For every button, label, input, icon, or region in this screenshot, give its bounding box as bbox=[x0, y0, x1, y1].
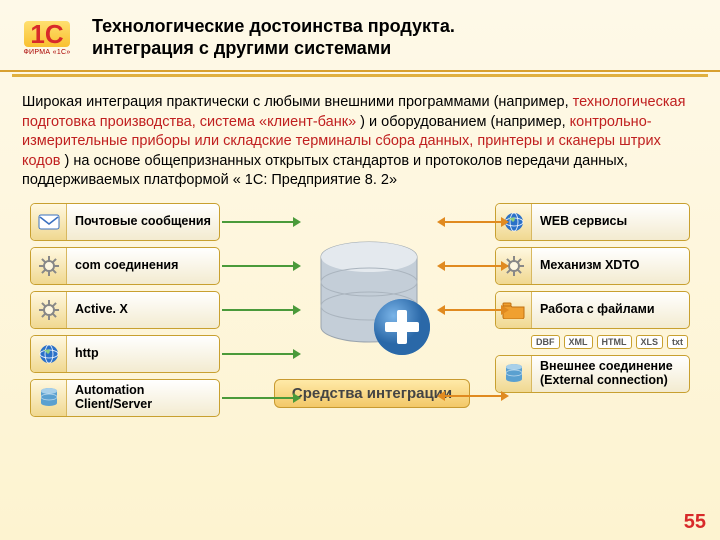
integration-box: Внешнее соединение (External connection) bbox=[495, 355, 690, 393]
box-label: Почтовые сообщения bbox=[67, 215, 219, 229]
file-format-chips: DBF XML HTML XLStxt bbox=[531, 335, 690, 349]
chip-dbf: DBF bbox=[531, 335, 560, 349]
integration-box: Механизм XDTO bbox=[495, 247, 690, 285]
globe-icon bbox=[31, 336, 67, 372]
page-number: 55 bbox=[684, 511, 706, 534]
arrow-to-center bbox=[222, 265, 294, 267]
chip-html: HTML bbox=[597, 335, 632, 349]
db-icon bbox=[496, 356, 532, 392]
integration-box: Automation Client/Server bbox=[30, 379, 220, 417]
slide-header: 1C ФИРМА «1С» Технологические достоинств… bbox=[0, 0, 720, 72]
integration-box: WEB сервисы bbox=[495, 203, 690, 241]
title-line-1: Технологические достоинства продукта. bbox=[92, 16, 455, 38]
integration-diagram: Почтовые сообщения com соединения Active. … bbox=[12, 197, 708, 467]
box-label: Внешнее соединение (External connection) bbox=[532, 360, 689, 388]
logo-mark: 1C bbox=[24, 21, 69, 47]
arrow-bidirectional bbox=[444, 395, 502, 397]
database-icon bbox=[307, 232, 437, 377]
arrow-to-center bbox=[222, 397, 294, 399]
integration-box: Почтовые сообщения bbox=[30, 203, 220, 241]
box-label: Automation Client/Server bbox=[67, 384, 219, 412]
arrow-bidirectional bbox=[444, 221, 502, 223]
gear-icon bbox=[31, 248, 67, 284]
integration-box: Active. X bbox=[30, 291, 220, 329]
slide-title: Технологические достоинства продукта. ин… bbox=[92, 16, 455, 59]
box-label: http bbox=[67, 347, 219, 361]
right-column: WEB сервисы Механизм XDTO Работа с файлами… bbox=[495, 203, 690, 399]
logo-1c: 1C ФИРМА «1С» bbox=[12, 8, 82, 68]
chip-txt: txt bbox=[667, 335, 688, 349]
paragraph-post: ) на основе общепризнанных открытых стан… bbox=[22, 153, 628, 189]
box-label: Работа с файлами bbox=[532, 303, 689, 317]
paragraph-pre: Широкая интеграция практически с любыми … bbox=[22, 94, 573, 110]
integration-box: http bbox=[30, 335, 220, 373]
box-label: WEB сервисы bbox=[532, 215, 689, 229]
paragraph: Широкая интеграция практически с любыми … bbox=[0, 77, 720, 197]
arrow-bidirectional bbox=[444, 309, 502, 311]
left-column: Почтовые сообщения com соединения Active. … bbox=[30, 203, 220, 423]
arrow-bidirectional bbox=[444, 265, 502, 267]
chip-xls: XLS bbox=[636, 335, 664, 349]
chip-xml: XML bbox=[564, 335, 593, 349]
paragraph-mid: ) и оборудованием (например, bbox=[360, 114, 569, 130]
box-label: Active. X bbox=[67, 303, 219, 317]
box-label: com соединения bbox=[67, 259, 219, 273]
integration-box: com соединения bbox=[30, 247, 220, 285]
title-line-2: интеграция с другими системами bbox=[92, 38, 455, 60]
gear-icon bbox=[31, 292, 67, 328]
arrow-to-center bbox=[222, 221, 294, 223]
box-label: Механизм XDTO bbox=[532, 259, 689, 273]
envelope-icon bbox=[31, 204, 67, 240]
db-icon bbox=[31, 380, 67, 416]
arrow-to-center bbox=[222, 309, 294, 311]
arrow-to-center bbox=[222, 353, 294, 355]
logo-subtext: ФИРМА «1С» bbox=[23, 49, 70, 56]
integration-box: Работа с файлами bbox=[495, 291, 690, 329]
